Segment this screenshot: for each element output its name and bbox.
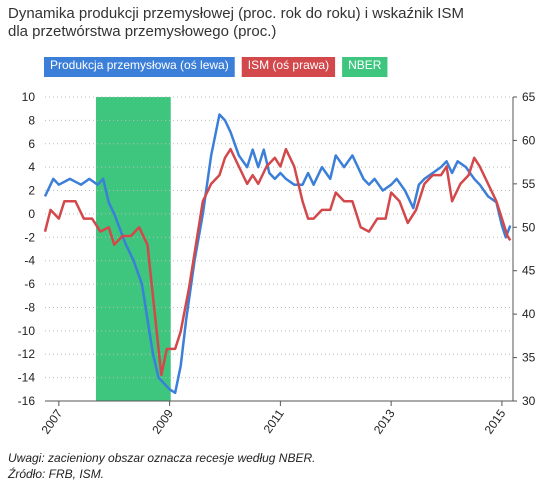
y-tick-label: 6	[28, 137, 35, 151]
legend-label: ISM (oś prawa)	[248, 58, 329, 72]
legend-swatch	[241, 57, 336, 77]
y-tick-label: -14	[18, 371, 36, 385]
legend-swatch	[342, 57, 388, 77]
y-tick-label: 0	[28, 207, 35, 221]
y-tick-label: -16	[18, 394, 36, 408]
y-tick-label: 4	[28, 160, 35, 174]
y-tick-label: 10	[22, 90, 36, 104]
y-tick-label: 2	[28, 184, 35, 198]
chart-title: Dynamika produkcji przemysłowej (proc. r…	[8, 5, 464, 22]
x-tick-label: 2013	[371, 406, 398, 436]
y2-tick-label: 50	[522, 220, 536, 234]
y-tick-label: -2	[24, 230, 35, 244]
legend-label: Produkcja przemysłowa (oś lewa)	[50, 58, 229, 72]
y2-tick-label: 65	[522, 90, 536, 104]
chart-title: dla przetwórstwa przemysłowego (proc.)	[8, 23, 276, 40]
x-tick-label: 2011	[261, 406, 287, 435]
y-tick-label: -8	[24, 300, 35, 314]
y-tick-label: 8	[28, 113, 35, 127]
y-tick-label: -6	[24, 277, 35, 291]
y2-tick-label: 55	[522, 177, 536, 191]
y2-tick-label: 40	[522, 307, 536, 321]
y-tick-label: -12	[18, 347, 36, 361]
note: Uwagi: zacieniony obszar oznacza recesje…	[8, 451, 315, 465]
series-line	[43, 113, 512, 395]
y2-tick-label: 45	[522, 264, 536, 278]
x-tick-label: 2009	[149, 406, 176, 436]
y-tick-label: -4	[24, 254, 35, 268]
legend-swatch	[44, 57, 235, 77]
x-tick-label: 2007	[39, 406, 66, 436]
y2-tick-label: 30	[522, 394, 536, 408]
y-tick-label: -10	[18, 324, 36, 338]
note: Źródło: FRB, ISM.	[7, 466, 104, 481]
legend-label: NBER	[348, 58, 382, 72]
x-tick-label: 2015	[482, 406, 509, 436]
y2-tick-label: 35	[522, 351, 536, 365]
series-line	[43, 147, 512, 377]
y2-tick-label: 60	[522, 133, 536, 147]
